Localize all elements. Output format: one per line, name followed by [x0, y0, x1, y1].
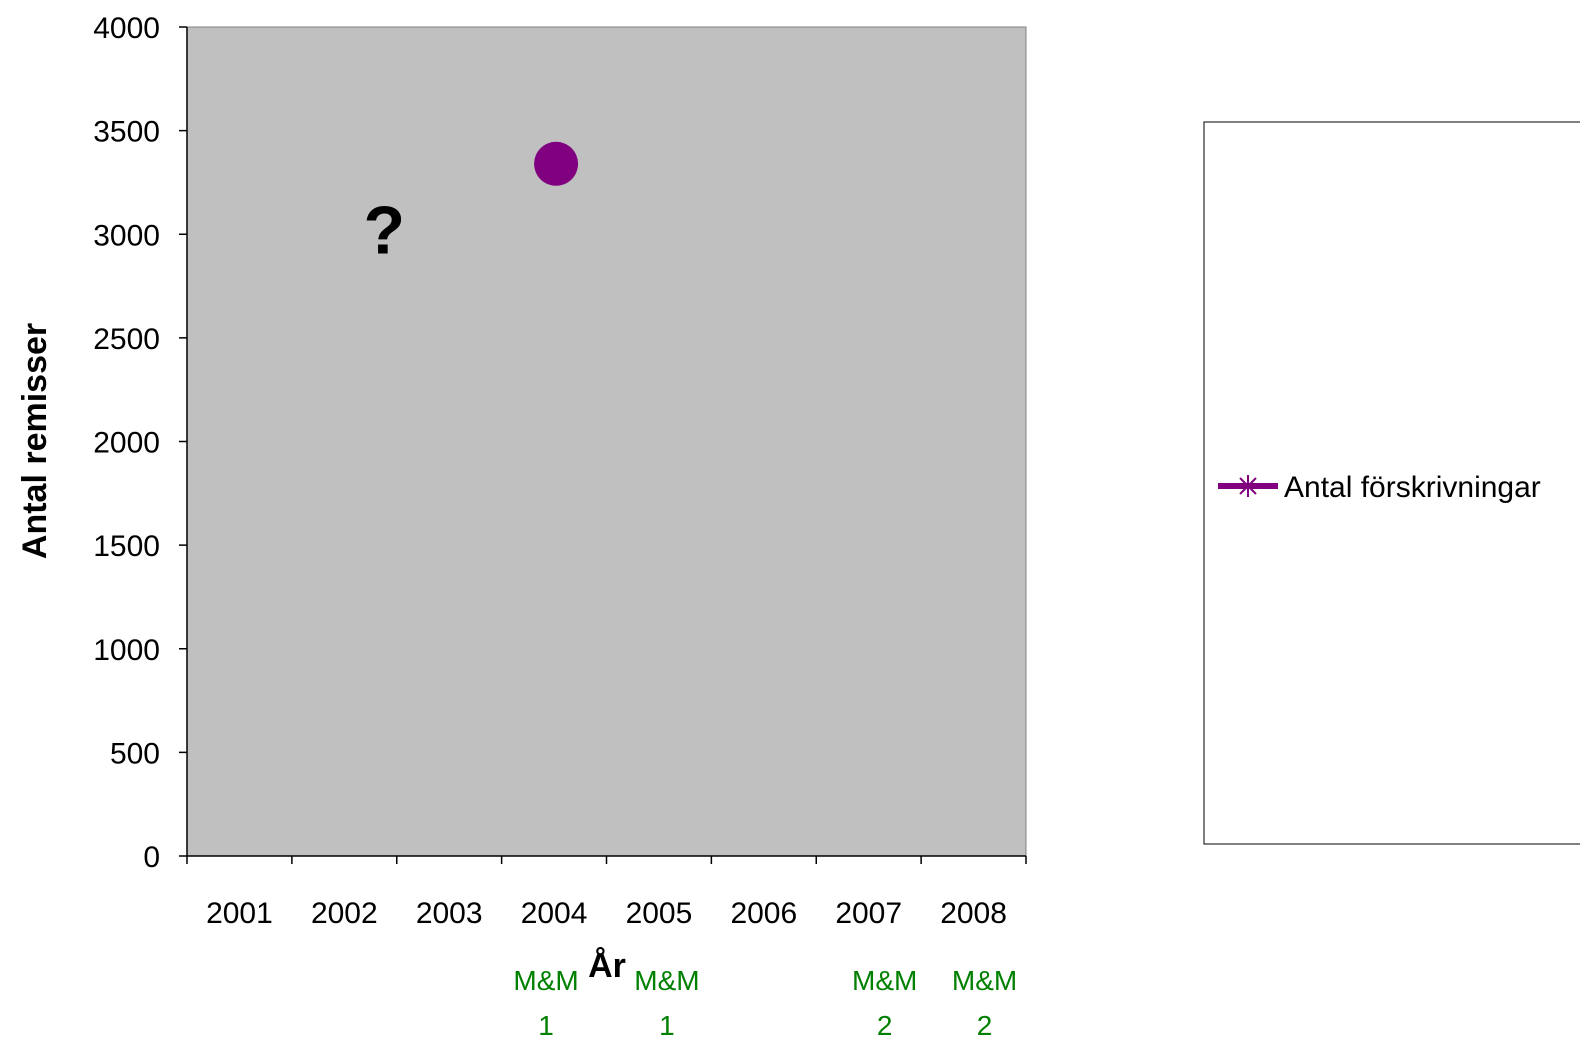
x-tick-label: 2002 [311, 897, 378, 930]
legend-symbol [1218, 475, 1278, 497]
x-tick-label: 2005 [626, 897, 693, 930]
y-tick-label: 3000 [93, 219, 160, 252]
data-point [534, 141, 579, 186]
x-tick-label: 2001 [206, 897, 273, 930]
y-tick-label: 2000 [93, 427, 160, 460]
data-points [534, 141, 579, 186]
x-tick-label: 2007 [835, 897, 902, 930]
y-axis-title: Antal remisser [16, 323, 54, 559]
mm-label-line1: M&M [952, 965, 1017, 996]
annotations: ? [364, 192, 406, 268]
legend: Antal förskrivningar [1203, 121, 1580, 845]
legend-marker-stroke [1239, 477, 1257, 495]
mm-label-line2: 2 [977, 1010, 993, 1041]
mm-label-line1: M&M [634, 965, 699, 996]
y-tick-label: 2500 [93, 323, 160, 356]
legend-entry-label: Antal förskrivningar [1284, 471, 1541, 504]
mm-label-line1: M&M [513, 965, 578, 996]
x-axis-title: År [588, 947, 626, 985]
x-tick-label: 2006 [730, 897, 797, 930]
mm-labels: M&M 1 M&M 1 M&M 2 M&M 2 [513, 965, 1017, 1041]
y-tick-label: 500 [110, 737, 160, 770]
question-mark-annotation: ? [364, 192, 406, 268]
plot-area [186, 26, 1027, 857]
mm-label-line2: 1 [659, 1010, 675, 1041]
y-tick-label: 3500 [93, 116, 160, 149]
y-tick-label: 0 [143, 841, 160, 874]
mm-label-line1: M&M [852, 965, 917, 996]
mm-label-line2: 1 [538, 1010, 554, 1041]
y-tick-label: 4000 [93, 12, 160, 45]
x-tick-label: 2004 [521, 897, 588, 930]
y-axis-ticks: 0 500 1000 1500 2000 2500 3000 3500 4000 [93, 12, 187, 874]
mm-label-line2: 2 [877, 1010, 893, 1041]
x-tick-label: 2003 [416, 897, 483, 930]
x-tick-label: 2008 [940, 897, 1007, 930]
y-tick-label: 1500 [93, 530, 160, 563]
x-axis-ticks: 2001 2002 2003 2004 2005 2006 2007 2008 [186, 856, 1027, 930]
y-tick-label: 1000 [93, 634, 160, 667]
